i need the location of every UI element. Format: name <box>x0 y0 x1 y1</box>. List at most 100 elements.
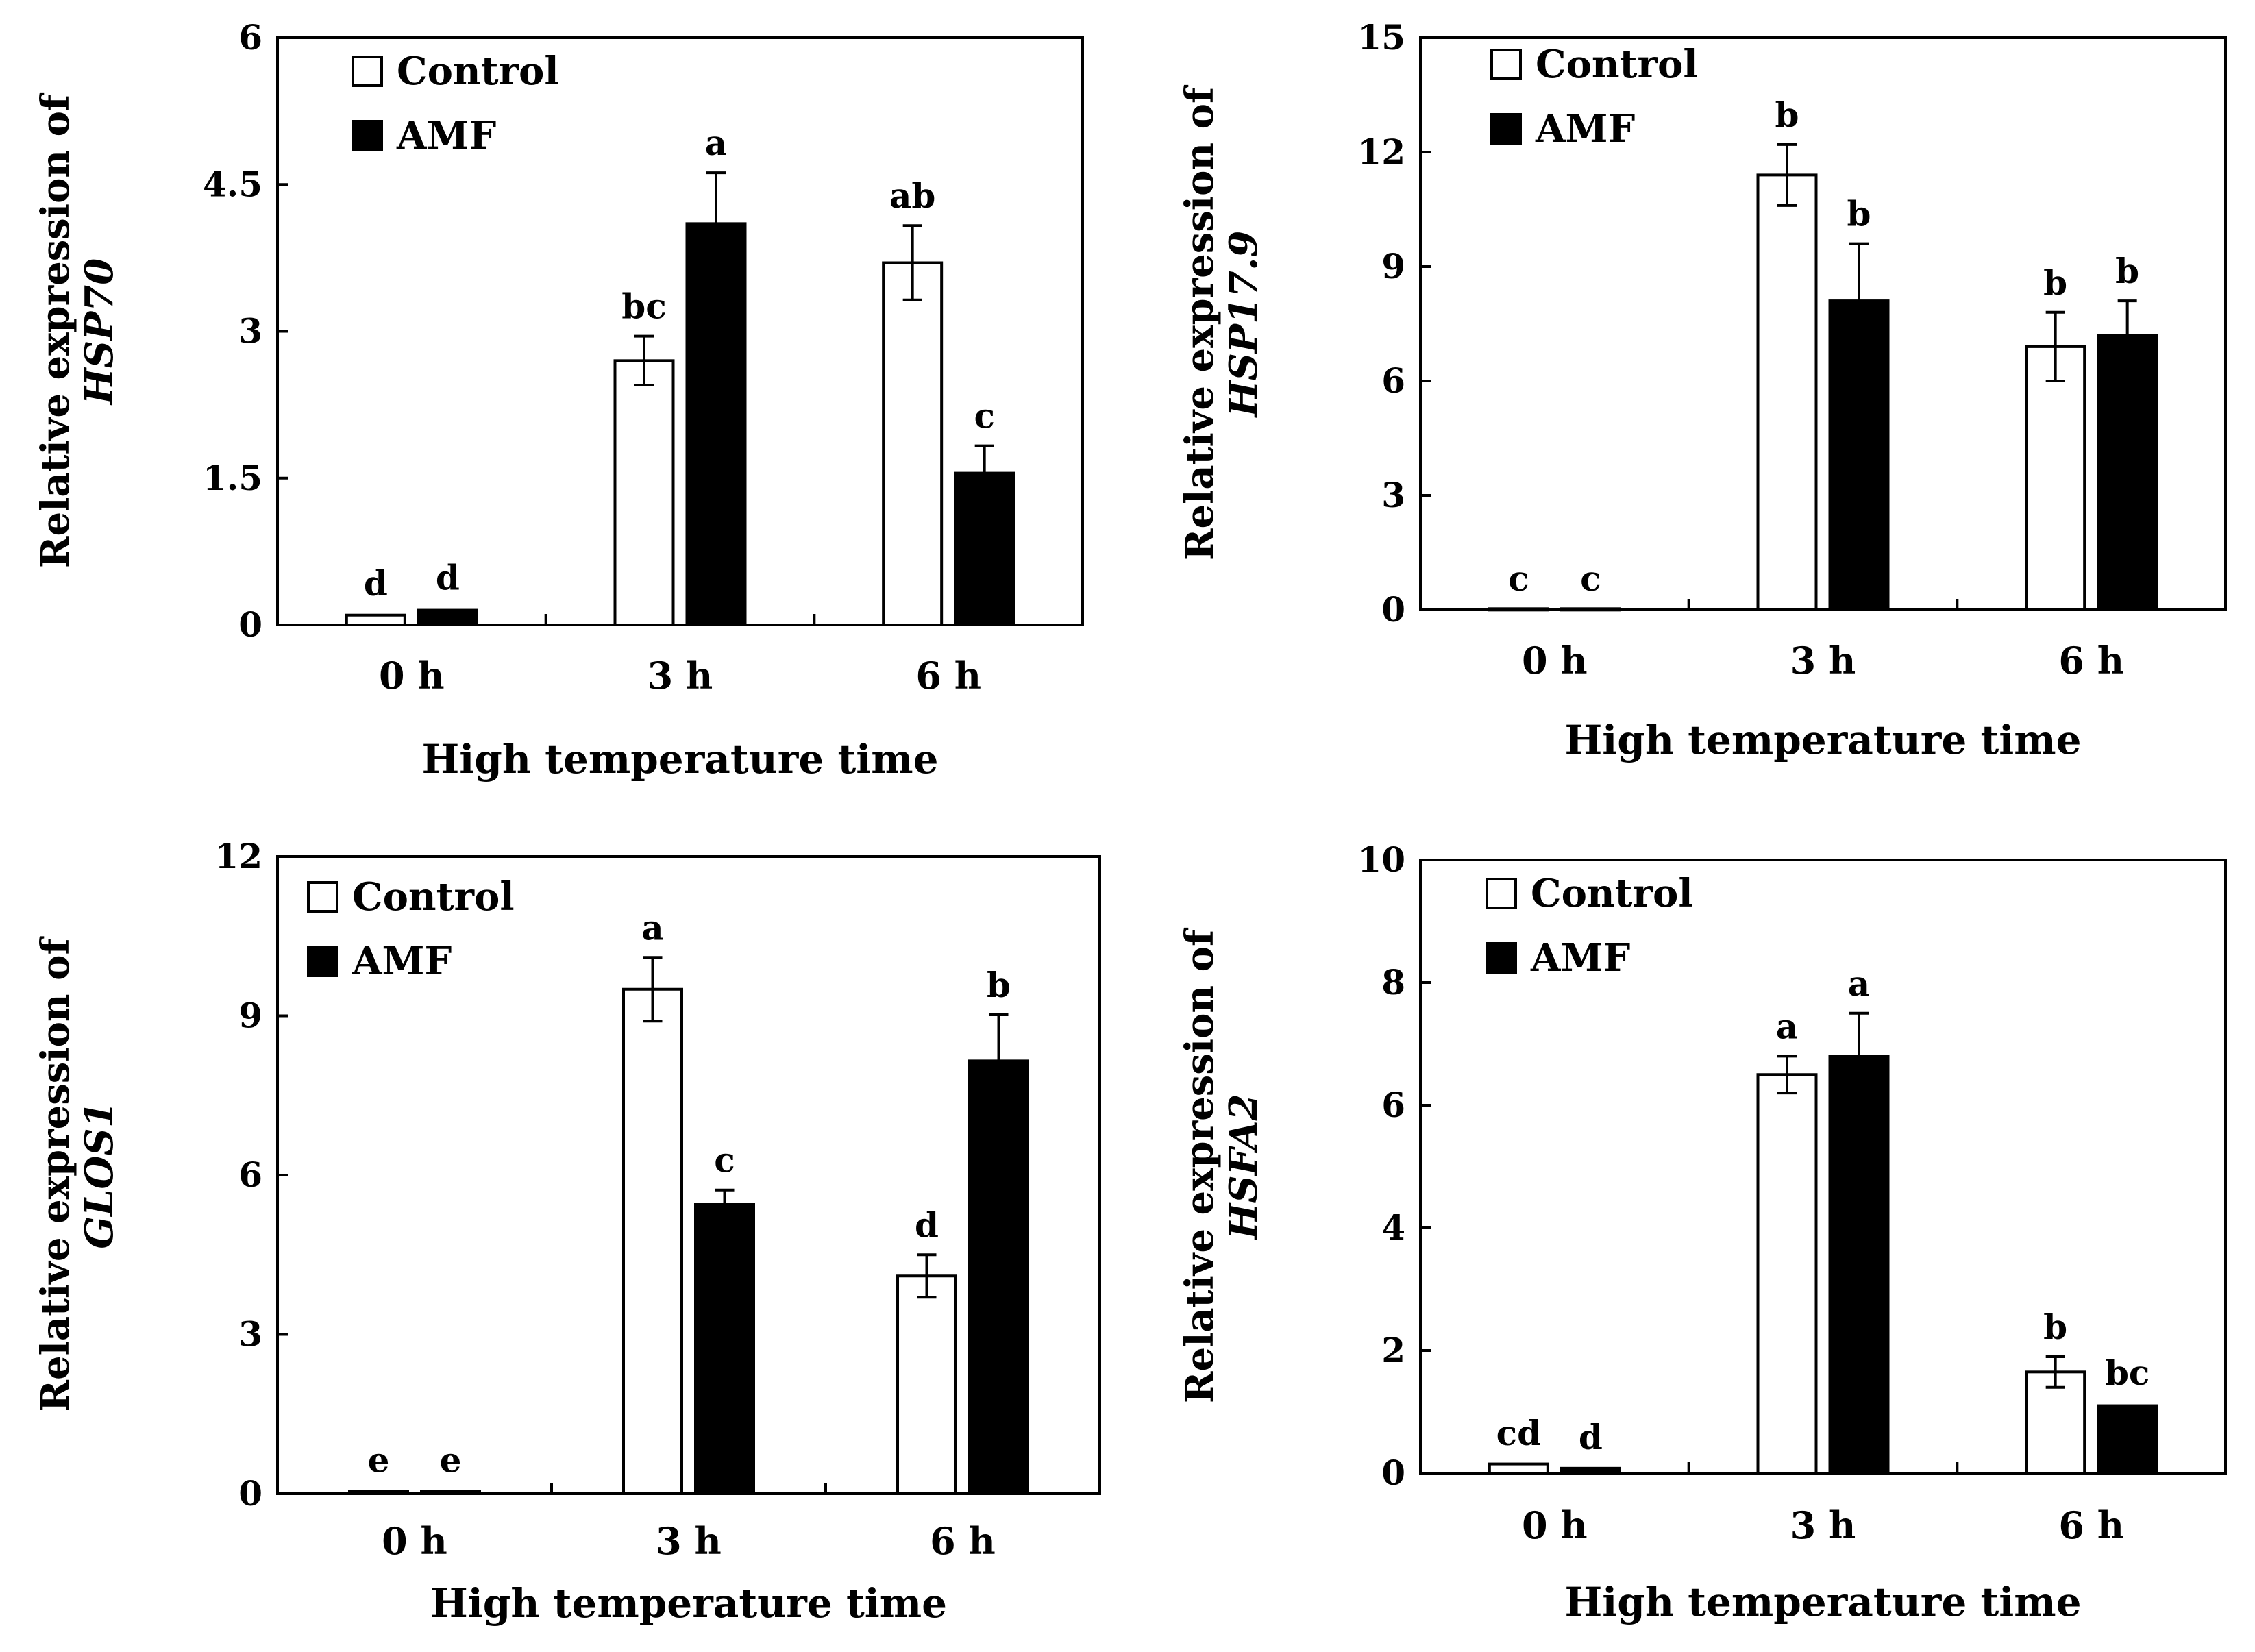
bar-amf <box>417 608 478 627</box>
legend-swatch-amf <box>1486 942 1517 974</box>
bar-amf <box>694 1203 755 1495</box>
bar-amf <box>2097 334 2158 611</box>
bar-amf <box>1560 1466 1621 1475</box>
x-category-label: 6 h <box>915 654 981 698</box>
legend: Control AMF <box>1490 42 1698 151</box>
legend-swatch-control <box>1486 878 1517 909</box>
chart-panel-2: 0 3 6 9 12 15 c c 0 h b b 3 h b b 6 h High temperature … <box>1177 17 2227 763</box>
significance-letter: a <box>641 907 663 948</box>
plot-frame <box>1419 36 2227 611</box>
bar-control <box>882 261 944 626</box>
significance-letter: b <box>1775 95 1799 135</box>
x-category-label: 0 h <box>382 1519 447 1563</box>
y-tick-label: 15 <box>1357 17 1405 58</box>
y-axis-title: Relative expression ofHSFA2 <box>1177 927 1266 1403</box>
legend-label-amf: AMF <box>1535 106 1635 151</box>
y-axis-title: Relative expression ofHSP70 <box>33 92 122 568</box>
legend-swatch-amf <box>352 120 383 151</box>
legend-swatch-control <box>352 56 383 87</box>
x-category-label: 6 h <box>2058 639 2124 682</box>
y-axis-title: Relative expression ofHSP17.9 <box>1177 84 1266 560</box>
bar-control <box>622 987 683 1495</box>
x-category-label: 0 h <box>379 654 445 698</box>
plot-frame <box>1419 859 2227 1475</box>
significance-letter: d <box>1579 1417 1603 1457</box>
significance-letter: e <box>440 1440 462 1481</box>
legend-label-amf: AMF <box>352 939 452 984</box>
y-tick-label: 2 <box>1381 1330 1405 1370</box>
y-tick-label: 6 <box>1381 360 1405 401</box>
y-tick-label: 0 <box>238 1473 262 1514</box>
x-category-label: 6 h <box>930 1519 996 1563</box>
x-category-label: 3 h <box>648 654 713 698</box>
y-tick-label: 0 <box>238 604 262 645</box>
chart-panel-4: 0 2 4 6 8 10 cd d 0 h a a 3 h bbc 6 h High temperature… <box>1177 839 2227 1625</box>
y-tick-label: 4 <box>1381 1207 1405 1248</box>
significance-letter: ab <box>889 175 935 216</box>
x-category-label: 0 h <box>1522 639 1588 682</box>
legend-label-control: Control <box>397 49 559 94</box>
y-tick-label: 8 <box>1381 962 1405 1002</box>
y-tick-label: 1.5 <box>203 458 262 498</box>
bar-control <box>1488 1462 1549 1475</box>
y-tick-label: 3 <box>1381 475 1405 515</box>
bar-amf <box>1560 607 1621 612</box>
bar-control <box>1756 173 1818 611</box>
y-tick-label: 10 <box>1357 839 1405 880</box>
significance-letter: c <box>974 396 994 436</box>
y-tick-label: 0 <box>1381 1453 1405 1493</box>
legend-swatch-control <box>307 881 338 913</box>
y-axis-title-gene: HSP17.9 <box>1221 231 1266 419</box>
significance-letter: cd <box>1496 1413 1541 1453</box>
bar-amf <box>685 222 747 626</box>
y-tick-label: 12 <box>1357 132 1405 172</box>
significance-letter: e <box>368 1440 390 1481</box>
bar-control <box>1756 1073 1818 1475</box>
bar-amf <box>2097 1404 2158 1475</box>
y-axis-title-gene: HSFA2 <box>1221 1094 1266 1240</box>
legend-swatch-control <box>1490 49 1522 80</box>
x-category-label: 3 h <box>1790 639 1856 682</box>
significance-letter: a <box>1776 1006 1798 1046</box>
legend-label-control: Control <box>352 874 515 920</box>
significance-letter: c <box>1580 558 1601 599</box>
chart-panel-1: 0 1.5 3 4.5 6 d d 0 h bc a 3 h ab c 6 h High temperatu… <box>33 17 1084 782</box>
x-axis-title: High temperature time <box>1564 717 2081 763</box>
significance-letter: a <box>705 123 727 163</box>
y-tick-label: 12 <box>214 836 262 876</box>
y-tick-label: 6 <box>1381 1085 1405 1125</box>
y-tick-label: 9 <box>1381 246 1405 286</box>
y-tick-label: 3 <box>238 311 262 352</box>
y-axis-title-prefix: Relative expression of <box>33 936 78 1412</box>
legend-label-control: Control <box>1531 871 1693 916</box>
y-axis-title-prefix: Relative expression of <box>1177 927 1222 1403</box>
y-tick-label: 6 <box>238 17 262 58</box>
x-category-label: 3 h <box>1790 1503 1856 1547</box>
legend: Control AMF <box>352 49 559 158</box>
x-category-label: 0 h <box>1522 1503 1588 1547</box>
x-axis-title: High temperature time <box>1564 1579 2081 1625</box>
bar-control <box>348 1490 409 1495</box>
bar-control <box>345 613 406 627</box>
bar-control <box>896 1274 957 1495</box>
significance-letter: d <box>364 563 388 604</box>
y-tick-label: 9 <box>238 996 262 1036</box>
y-axis-title-prefix: Relative expression of <box>1177 84 1222 560</box>
bar-control <box>613 359 675 626</box>
legend-swatch-amf <box>307 946 338 977</box>
significance-letter: c <box>1508 558 1529 599</box>
significance-letter: bc <box>2105 1353 2149 1393</box>
legend-swatch-amf <box>1490 113 1522 145</box>
significance-letter: b <box>1847 194 1871 234</box>
x-axis-title: High temperature time <box>430 1580 947 1627</box>
y-axis-title: Relative expression ofGLOS1 <box>33 936 122 1412</box>
bar-amf <box>1828 1055 1890 1475</box>
significance-letter: d <box>915 1205 939 1245</box>
bar-control <box>1488 607 1549 612</box>
x-axis-title: High temperature time <box>421 736 938 782</box>
legend-label-amf: AMF <box>1530 935 1630 981</box>
y-tick-label: 6 <box>238 1155 262 1195</box>
bar-amf <box>968 1059 1029 1495</box>
legend: Control AMF <box>1486 871 1693 981</box>
significance-letter: a <box>1848 963 1870 1004</box>
